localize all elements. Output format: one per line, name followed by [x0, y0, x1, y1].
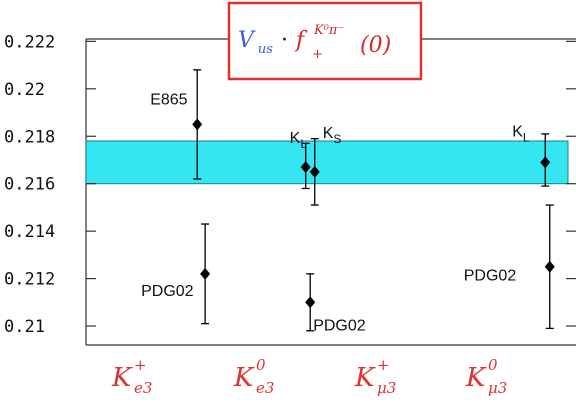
point-label-text: K: [290, 130, 301, 147]
ticks-layer: 0.222 0.22 0.218 0.216 0.214 0.212 0.21: [4, 32, 576, 337]
title-arg: (0): [360, 33, 391, 58]
point-label-text: E865: [150, 91, 187, 108]
point-label: E865: [150, 91, 187, 108]
category-label-sup: 0: [256, 356, 266, 374]
title-dot: ·: [281, 28, 288, 53]
title-v-sub: us: [258, 42, 273, 57]
point-label-text: K: [512, 123, 523, 140]
y-tick-label: 0.214: [4, 222, 55, 242]
y-tick-label: 0.218: [4, 127, 55, 147]
point-label-text: PDG02: [313, 317, 366, 334]
band-layer: [85, 140, 569, 185]
point-label: KS: [323, 125, 342, 146]
point-label-sub: L: [300, 137, 307, 151]
data-point: [544, 260, 555, 273]
y-tick-label: 0.222: [4, 32, 55, 52]
category-label-main: K: [233, 363, 255, 393]
point-label-text: PDG02: [464, 268, 517, 285]
category-label-sup: 0: [488, 356, 498, 374]
y-tick-label: 0.216: [4, 175, 55, 195]
category-label-main: K: [465, 363, 487, 393]
point-label-text: K: [323, 125, 334, 142]
data-point: [300, 161, 311, 174]
category-label-sub: μ3: [488, 379, 507, 397]
category-label-main: K: [354, 363, 376, 393]
title-v: V: [238, 28, 256, 53]
category-label-sub: e3: [256, 379, 274, 397]
title-f-sub: +: [312, 47, 323, 62]
data-point: [540, 156, 551, 169]
y-tick-label: 0.212: [4, 270, 55, 290]
point-label: PDG02: [313, 317, 366, 334]
point-label: KL: [512, 123, 530, 144]
average-band: [85, 140, 569, 185]
point-label: PDG02: [141, 283, 194, 300]
y-tick-label: 0.21: [4, 317, 45, 337]
point-label-sub: S: [333, 132, 341, 146]
data-point: [309, 165, 320, 178]
data-point: [200, 267, 211, 280]
point-label-text: PDG02: [141, 283, 194, 300]
points-layer: [192, 69, 555, 332]
data-point: [192, 118, 203, 131]
title-f-sup: K⁰π⁻: [313, 23, 344, 38]
point-label: KL: [290, 130, 308, 151]
category-label-sub: e3: [134, 379, 152, 397]
y-tick-label: 0.22: [4, 80, 45, 100]
category-label-sup: +: [377, 356, 390, 374]
point-label-sub: L: [523, 130, 530, 144]
title-box: [227, 1, 423, 81]
category-layer: K +e3 K 0e3 K +μ3 K 0μ3: [111, 356, 507, 397]
category-label-main: K: [111, 363, 133, 393]
category-label-sub: μ3: [377, 379, 396, 397]
point-label: PDG02: [464, 268, 517, 285]
category-label-sup: +: [134, 356, 147, 374]
data-point: [305, 296, 316, 309]
